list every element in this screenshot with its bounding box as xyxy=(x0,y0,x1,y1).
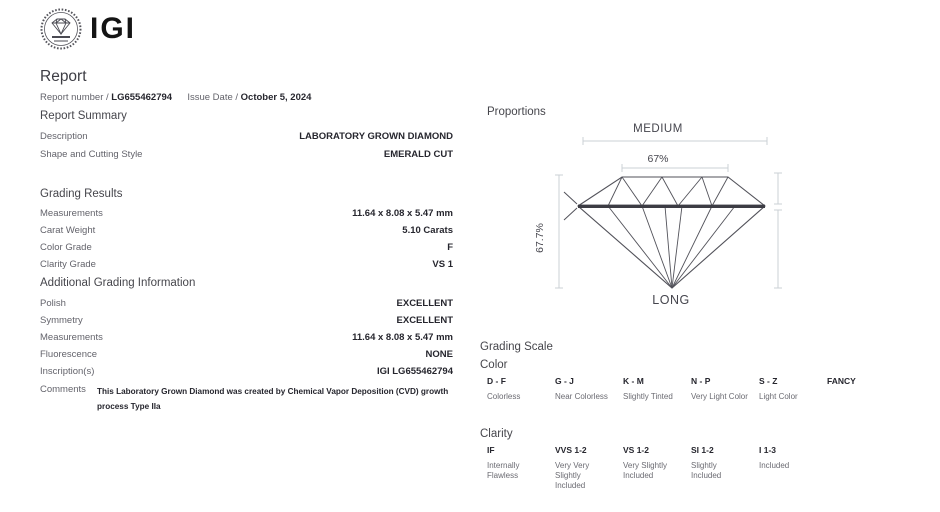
section-additional-grading: Additional Grading Information xyxy=(40,277,196,289)
section-grading-results: Grading Results xyxy=(40,188,123,200)
grading-row-measurements: Measurements 11.64 x 8.08 x 5.47 mm xyxy=(40,208,453,219)
igi-seal-icon xyxy=(40,8,82,50)
clarity-scale-item: I 1-3 Included xyxy=(759,445,790,471)
additional-row-polish: Polish EXCELLENT xyxy=(40,298,453,309)
girdle-band xyxy=(578,204,765,208)
clarity-scale-item: VVS 1-2 Very Very Slightly Included xyxy=(555,445,590,491)
clarity-scale-item: SI 1-2 Slightly Included xyxy=(691,445,722,481)
issue-date-label: Issue Date / xyxy=(187,92,239,103)
color-scale-item: D - F Colorless xyxy=(487,376,521,402)
report-meta: Report number / LG655462794 Issue Date /… xyxy=(40,92,311,103)
additional-row-inscriptions: Inscription(s) IGI LG655462794 xyxy=(40,366,453,377)
girdle-thickness-label: MEDIUM xyxy=(633,123,683,135)
summary-row-shape: Shape and Cutting Style EMERALD CUT xyxy=(40,149,453,160)
depth-percent-label: 67.7% xyxy=(534,223,546,253)
section-proportions: Proportions xyxy=(487,106,546,118)
color-scale-item: N - P Very Light Color xyxy=(691,376,748,402)
color-scale-item: G - J Near Colorless xyxy=(555,376,608,402)
grading-row-carat: Carat Weight 5.10 Carats xyxy=(40,225,453,236)
report-number-label: Report number / xyxy=(40,92,109,103)
grading-row-color: Color Grade F xyxy=(40,242,453,253)
color-scale-item: FANCY xyxy=(827,376,856,386)
brand-header: IGI xyxy=(40,8,136,50)
ratio-label: LONG xyxy=(652,293,689,307)
clarity-scale-item: VS 1-2 Very Slightly Included xyxy=(623,445,668,481)
comments-row: Comments This Laboratory Grown Diamond w… xyxy=(40,384,453,414)
comments-text: This Laboratory Grown Diamond was create… xyxy=(97,387,449,411)
table-percent-label: 67% xyxy=(647,153,668,165)
diamond-profile-outline xyxy=(577,176,766,289)
additional-row-fluorescence: Fluorescence NONE xyxy=(40,349,453,360)
page-title: Report xyxy=(40,68,87,85)
girdle-arrow-icon xyxy=(563,191,578,221)
color-scale-item: K - M Slightly Tinted xyxy=(623,376,673,402)
color-scale-row: D - F Colorless G - J Near Colorless K -… xyxy=(487,377,895,402)
grading-row-clarity: Clarity Grade VS 1 xyxy=(40,259,453,270)
clarity-scale-row: IF Internally Flawless VVS 1-2 Very Very… xyxy=(487,446,827,491)
diamond-proportions-diagram: MEDIUM 67% 67.7% LONG xyxy=(534,123,782,307)
comments-label: Comments xyxy=(40,384,86,395)
section-report-summary: Report Summary xyxy=(40,110,127,122)
igi-logo-text: IGI xyxy=(90,12,137,45)
report-number: LG655462794 xyxy=(111,92,173,103)
additional-row-measurements: Measurements 11.64 x 8.08 x 5.47 mm xyxy=(40,332,453,343)
clarity-scale-item: IF Internally Flawless xyxy=(487,445,520,481)
color-scale-heading: Color xyxy=(480,359,508,371)
issue-date: October 5, 2024 xyxy=(240,92,312,103)
dimension-lines xyxy=(555,137,782,289)
clarity-scale-heading: Clarity xyxy=(480,428,513,440)
color-scale-item: S - Z Light Color xyxy=(759,376,798,402)
section-grading-scale: Grading Scale xyxy=(480,341,553,353)
additional-row-symmetry: Symmetry EXCELLENT xyxy=(40,315,453,326)
summary-row-description: Description LABORATORY GROWN DIAMOND xyxy=(40,131,453,142)
